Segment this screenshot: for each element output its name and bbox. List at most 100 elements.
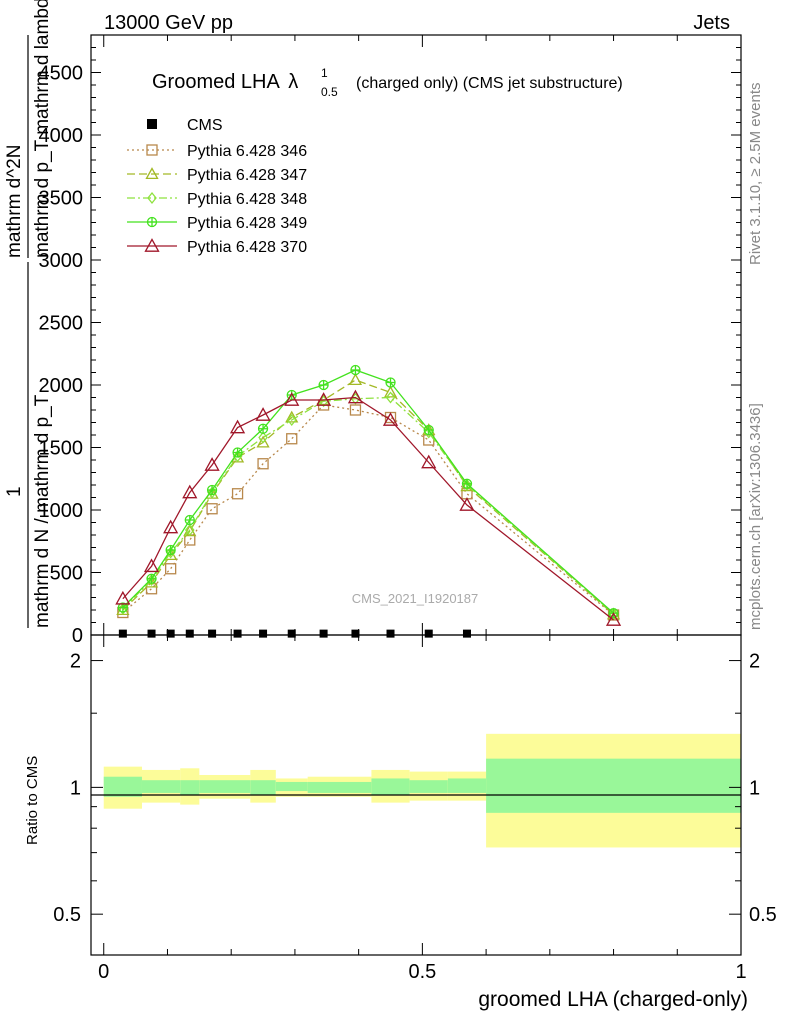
series-point <box>423 426 434 439</box>
legend-entry-pythia-6-428-348: Pythia 6.428 348 <box>127 191 307 208</box>
series-point <box>165 563 177 575</box>
series-point <box>383 385 398 398</box>
y-tick-label: 4000 <box>39 125 84 147</box>
series-point <box>605 612 622 626</box>
title-superscript: 1 <box>321 66 328 80</box>
data-point <box>259 629 268 638</box>
legend-label: Pythia 6.428 370 <box>187 239 307 256</box>
series-point <box>229 419 246 434</box>
series-point <box>284 392 300 406</box>
y-tick-label: 3500 <box>39 188 84 210</box>
rivet-label: Rivet 3.1.10, ≥ 2.5M events <box>747 83 764 266</box>
series-line <box>122 369 614 614</box>
series-pythia-6-428-348 <box>118 391 619 620</box>
data-point <box>462 629 471 638</box>
legend-marker <box>145 167 159 180</box>
ratio-y-tick-label-right: 0.5 <box>749 904 777 926</box>
y-tick-label: 1500 <box>39 438 84 460</box>
series-point <box>349 404 362 416</box>
series-pythia-6-428-370 <box>115 389 622 626</box>
watermark: CMS_2021_I1920187 <box>352 591 479 606</box>
ratio-y-tick-label: 2 <box>70 651 81 673</box>
series-pythia-6-428-347 <box>116 373 621 620</box>
y-tick-label: 500 <box>50 563 83 585</box>
data-point <box>118 629 127 638</box>
data-point <box>185 629 194 638</box>
legend-entry-pythia-6-428-370: Pythia 6.428 370 <box>127 238 307 256</box>
chart-title: Groomed LHA λ 1 0.5 (charged only) (CMS … <box>152 66 623 99</box>
title-suffix: (charged only) (CMS jet substructure) <box>356 75 623 92</box>
ratio-y-tick-label: 0.5 <box>53 904 81 926</box>
series-point <box>459 497 475 511</box>
data-point <box>208 629 217 638</box>
series-point <box>286 413 297 427</box>
data-point <box>233 629 242 638</box>
ratio-axes: 0.5 0.5 1 1 2 2 0 0.5 1 <box>53 635 777 983</box>
series-point <box>348 373 363 386</box>
ratio-bands <box>103 733 741 848</box>
series-line <box>122 396 614 615</box>
y-tick-label: 2500 <box>39 313 84 335</box>
ratio-frame <box>90 634 742 956</box>
series-pythia-6-428-346 <box>117 399 620 621</box>
y-tick-label: 3000 <box>39 250 84 272</box>
ratio-y-tick-label-right: 2 <box>749 651 760 673</box>
series-point <box>143 558 160 573</box>
collision-label: 13000 GeV pp <box>104 12 233 34</box>
series-point <box>206 503 218 515</box>
series-point <box>232 450 243 463</box>
series-point <box>184 523 195 537</box>
data-point <box>147 629 156 638</box>
x-tick-label: 0 <box>98 961 109 983</box>
legend-marker <box>147 191 157 205</box>
data-point <box>424 629 433 638</box>
y-tick-label: 0 <box>72 625 83 647</box>
legend-label: Pythia 6.428 349 <box>187 215 307 232</box>
legend-marker <box>146 144 158 156</box>
series-point <box>207 486 217 499</box>
ratio-band-inner <box>275 781 308 792</box>
data-point <box>319 629 328 638</box>
data-point <box>386 629 395 638</box>
y-tick-label: 1000 <box>39 500 84 522</box>
legend-label: Pythia 6.428 346 <box>187 143 307 160</box>
legend-label: Pythia 6.428 347 <box>187 167 307 184</box>
title-symbol: λ <box>288 71 298 93</box>
ylabel-upper-numerator: mathrm d^2N <box>4 145 25 258</box>
series-point <box>347 389 364 404</box>
data-point <box>166 629 175 638</box>
series-point <box>258 431 268 444</box>
legend-entry-cms: CMS <box>147 117 223 134</box>
ratio-y-tick-label-right: 1 <box>749 777 760 799</box>
y-tick-label: 4500 <box>39 63 84 85</box>
series-point <box>231 488 244 500</box>
legend-label: Pythia 6.428 348 <box>187 191 307 208</box>
data-point <box>287 629 296 638</box>
ratio-y-tick-label: 1 <box>70 777 81 799</box>
series-point <box>204 457 220 471</box>
ratio-band-inner <box>307 781 372 793</box>
legend-marker-cms <box>147 119 157 129</box>
ratio-band-inner <box>486 758 741 813</box>
svg-text:Groomed LHA λ: Groomed LHA λ <box>152 71 298 93</box>
series-point <box>382 412 399 426</box>
ylabel-upper-denominator: mathrm d p_T mathrm d lambda <box>32 0 53 258</box>
title-subscript: 0.5 <box>321 85 338 99</box>
x-tick-label: 0.5 <box>408 961 436 983</box>
legend-entry-pythia-6-428-346: Pythia 6.428 346 <box>127 143 307 160</box>
series-point <box>163 519 179 534</box>
main-panel: CMS_2021_I1920187 0 500 1000 1500 2000 2500 30… <box>39 34 742 647</box>
series-cms-data <box>118 629 471 638</box>
series-point <box>385 391 396 404</box>
legend-label-cms: CMS <box>187 117 223 134</box>
ratio-band-inner <box>409 780 448 793</box>
main-ylabel: mathrm d^2N mathrm d p_T mathrm d lambda… <box>4 0 53 628</box>
mcplots-label: mcplots.cern.ch [arXiv:1306.3436] <box>747 403 764 630</box>
y-tick-label: 2000 <box>39 375 84 397</box>
title-main: Groomed LHA <box>152 71 280 93</box>
series-line <box>122 396 614 621</box>
series-layer <box>115 364 622 638</box>
series-point <box>257 458 269 470</box>
series-point <box>315 392 332 406</box>
